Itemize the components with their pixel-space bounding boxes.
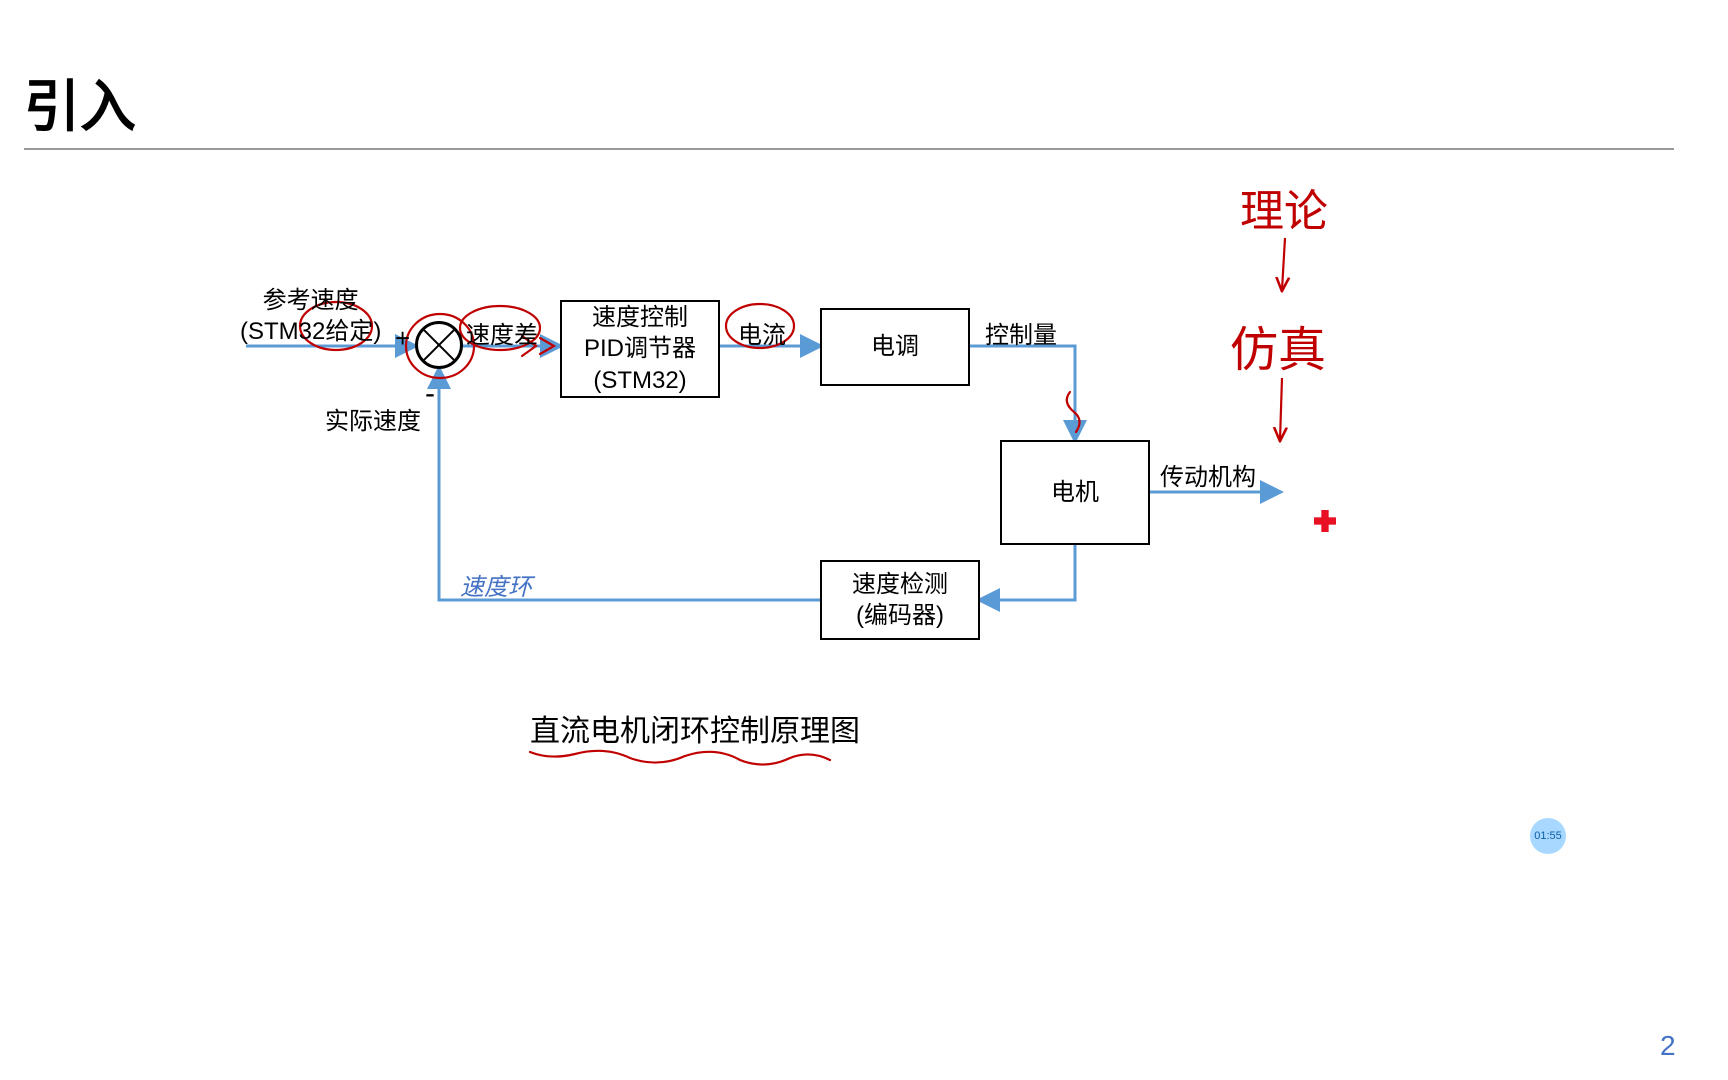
block-esc: 电调 (820, 308, 970, 386)
edge-motor-enc (980, 545, 1075, 600)
anno-scribble-ctrl-mark (1067, 392, 1080, 432)
label-speed-loop: 速度环 (460, 572, 532, 603)
block-motor: 电机 (1000, 440, 1150, 545)
label-minus: - (425, 374, 435, 413)
label-reference-speed: 参考速度(STM32给定) (240, 285, 381, 347)
block-pid: 速度控制PID调节器(STM32) (560, 300, 720, 398)
page-title: 引入 (24, 62, 136, 143)
summing-junction (415, 321, 463, 369)
label-speed-error: 速度差 (466, 320, 538, 351)
label-current: 电流 (738, 320, 786, 351)
label-actual-speed: 实际速度 (325, 406, 421, 437)
annotation-theory: 理论 (1240, 175, 1328, 239)
anno-scribble-under-caption (530, 751, 830, 765)
cursor-icon (1314, 510, 1336, 532)
title-divider (24, 148, 1674, 150)
label-control-quantity: 控制量 (985, 320, 1057, 351)
label-transmission: 传动机构 (1160, 462, 1256, 493)
anno-arrow-a2 (1280, 378, 1282, 440)
label-plus: + (395, 322, 410, 356)
anno-arrow-a1 (1282, 238, 1285, 290)
edge-esc-ctrl (970, 346, 1075, 440)
diagram-caption: 直流电机闭环控制原理图 (530, 712, 860, 751)
block-encoder: 速度检测(编码器) (820, 560, 980, 640)
page-number: 2 (1660, 1030, 1676, 1062)
diagram-svg (0, 0, 1728, 1080)
timestamp-badge: 01:55 (1530, 818, 1566, 854)
edge-enc-sum (439, 369, 820, 600)
annotation-simulation: 仿真 (1230, 310, 1326, 380)
